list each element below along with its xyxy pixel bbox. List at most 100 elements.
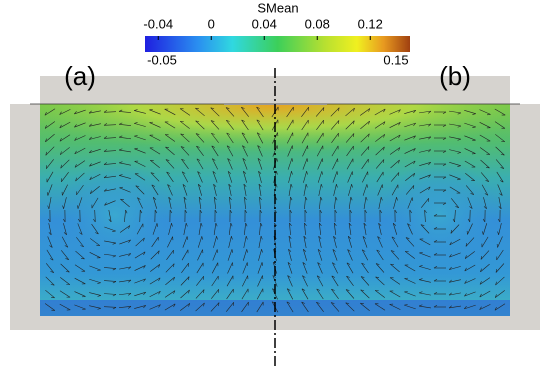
arrow-head: [118, 135, 123, 138]
arrow-head: [245, 222, 248, 227]
arrow: [242, 262, 248, 274]
arrow-head: [195, 133, 200, 135]
arrow: [136, 223, 144, 235]
arrow-head: [103, 175, 107, 179]
arrow: [213, 236, 217, 248]
arrow: [243, 171, 247, 183]
arrow: [449, 162, 461, 166]
arrow: [479, 122, 491, 128]
arrow: [213, 197, 217, 209]
arrow-head: [305, 196, 308, 201]
arrow: [47, 236, 53, 248]
arrow-head: [134, 122, 138, 124]
arrow: [181, 249, 189, 261]
arrow: [334, 197, 336, 209]
arrow-head: [413, 173, 415, 177]
arrow-head: [320, 196, 323, 201]
arrow-head: [143, 305, 147, 309]
arrow: [119, 124, 131, 126]
arrow-head: [334, 209, 338, 214]
arrow: [241, 119, 249, 131]
arrow: [348, 223, 352, 235]
arrow-head: [149, 108, 153, 111]
velocity-arrows: [44, 106, 506, 313]
arrow-head: [180, 133, 185, 135]
arrow-head: [396, 197, 398, 201]
arrow: [404, 160, 416, 168]
arrow: [180, 133, 190, 143]
gap: [510, 76, 540, 104]
arrow: [465, 173, 475, 181]
arrow-head: [95, 232, 99, 235]
arrow: [94, 209, 96, 223]
arrow: [348, 197, 352, 209]
arrow-head: [303, 235, 307, 239]
arrow: [419, 123, 431, 127]
arrow-head: [63, 232, 67, 235]
arrow: [449, 136, 461, 140]
arrow-head: [420, 224, 425, 226]
arrow-head: [274, 209, 278, 214]
arrow-head: [166, 171, 170, 174]
arrow: [345, 107, 355, 117]
arrow-head: [64, 245, 69, 248]
arrow: [103, 137, 117, 139]
arrow: [226, 288, 234, 300]
arrow: [481, 236, 489, 248]
arrow: [497, 184, 503, 196]
arrow: [59, 303, 71, 311]
arrow: [302, 275, 308, 287]
arrow: [119, 187, 131, 193]
arrow: [195, 107, 205, 117]
arrow-head: [50, 284, 55, 286]
arrow-head: [81, 258, 85, 260]
arrow: [165, 146, 175, 156]
arrow-head: [51, 296, 55, 299]
arrow-head: [428, 136, 432, 140]
arrow-head: [210, 120, 215, 122]
arrow-head: [261, 262, 264, 266]
arrow: [376, 249, 384, 261]
arrow-head: [380, 197, 383, 201]
arrow: [46, 171, 54, 183]
arrow: [303, 184, 307, 196]
arrow: [450, 224, 460, 234]
arrow-head: [103, 162, 108, 165]
arrow-head: [201, 236, 203, 240]
arrow-head: [448, 292, 452, 296]
arrow: [449, 174, 461, 180]
arrow: [48, 223, 52, 235]
arrow-head: [216, 236, 218, 240]
arrow: [375, 276, 385, 286]
arrow-head: [497, 218, 501, 223]
arrow-head: [276, 145, 279, 149]
arrow: [228, 184, 232, 196]
arrow: [256, 132, 264, 144]
arrow: [390, 250, 400, 260]
arrow-head: [433, 252, 438, 256]
arrow: [60, 277, 70, 285]
arrow: [134, 278, 146, 284]
arrow: [108, 210, 112, 222]
arrow: [77, 197, 83, 209]
arrow: [332, 249, 338, 261]
arrow: [89, 305, 101, 309]
arrow: [479, 134, 491, 142]
panel-label: (a): [64, 61, 96, 91]
arrow-head: [442, 163, 447, 167]
arrow-head: [382, 184, 384, 188]
arrow: [103, 124, 117, 126]
arrow: [60, 147, 70, 155]
arrow: [259, 222, 261, 236]
arrow: [257, 275, 263, 287]
arrow-head: [226, 119, 230, 122]
arrow-head: [143, 237, 145, 242]
arrow-head: [63, 218, 66, 223]
arrow-head: [350, 196, 353, 201]
arrow: [244, 223, 246, 235]
arrow: [212, 158, 218, 170]
arrow-head: [353, 120, 355, 125]
arrow-head: [433, 265, 438, 269]
arrow: [258, 171, 262, 183]
arrow-head: [442, 150, 447, 154]
